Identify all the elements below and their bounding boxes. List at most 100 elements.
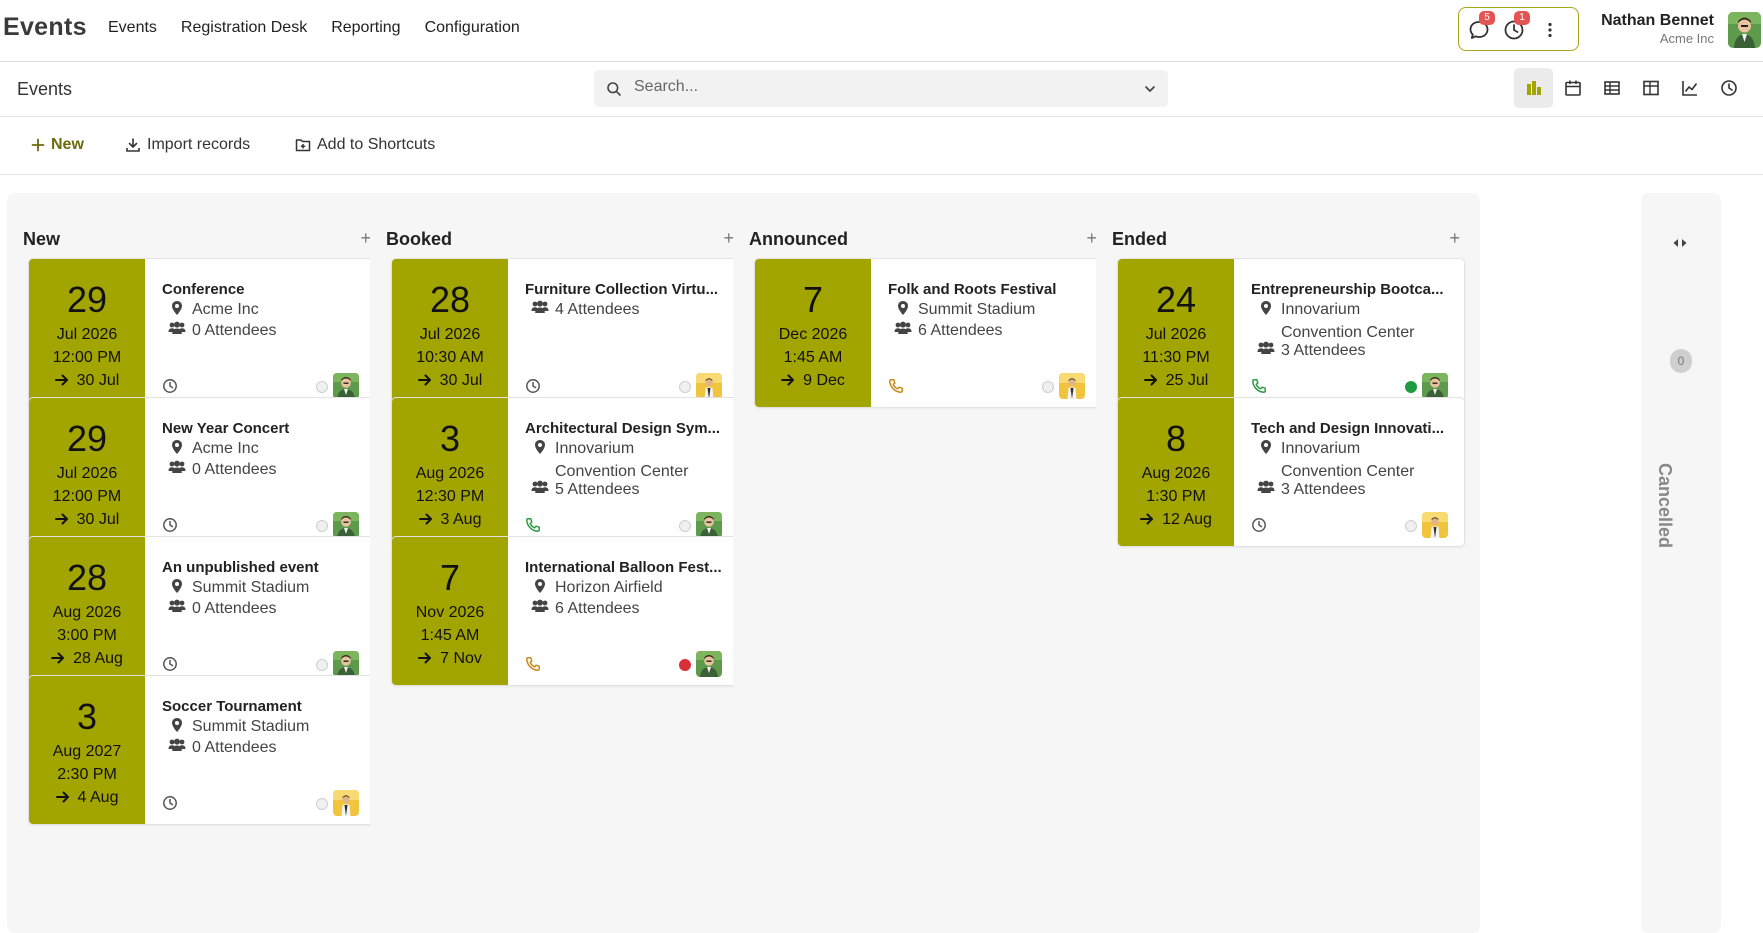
event-venue-text: Innovarium Convention Center <box>1281 437 1414 483</box>
event-end-date: 25 Jul <box>1118 372 1234 390</box>
clock-icon[interactable] <box>162 378 178 399</box>
map-pin-icon <box>525 576 555 599</box>
search-bar[interactable] <box>594 70 1168 107</box>
user-avatar[interactable] <box>1728 12 1761 48</box>
responsible-avatar[interactable] <box>696 651 722 677</box>
status-indicator[interactable] <box>316 659 328 671</box>
event-card[interactable]: 7 Nov 2026 1:45 AM 7 Nov International Ballo… <box>391 536 739 686</box>
responsible-avatar[interactable] <box>1422 512 1448 538</box>
event-title: Folk and Roots Festival <box>888 281 1057 298</box>
event-month-year: Aug 2026 <box>1141 465 1211 482</box>
arrow-right-icon <box>1140 511 1162 528</box>
column-quick-add-button[interactable]: + <box>723 228 734 248</box>
menu-item-configuration[interactable]: Configuration <box>424 19 520 36</box>
chevron-down-icon[interactable] <box>1144 84 1156 94</box>
app-title[interactable]: Events <box>3 13 87 41</box>
status-indicator[interactable] <box>316 798 328 810</box>
view-kanban-button[interactable] <box>1514 68 1553 108</box>
add-to-shortcuts-button[interactable]: Add to Shortcuts <box>295 136 435 154</box>
view-activity-button[interactable] <box>1709 68 1748 108</box>
phone-icon[interactable] <box>888 378 904 399</box>
event-venue-line: Summit Stadium <box>192 718 310 735</box>
menu-item-registration-desk[interactable]: Registration Desk <box>180 19 308 36</box>
event-time: 2:30 PM <box>57 766 117 783</box>
calendar-icon <box>1564 80 1581 96</box>
import-records-label: Import records <box>147 136 251 153</box>
activities-badge: 1 <box>1514 11 1530 25</box>
menu-item-reporting[interactable]: Reporting <box>331 19 401 36</box>
map-pin-icon <box>1251 298 1281 344</box>
folded-column-cancelled[interactable]: Cancelled 0 <box>1641 193 1721 933</box>
event-month-year: Aug 2027 <box>52 743 122 760</box>
responsible-avatar[interactable] <box>333 790 359 816</box>
responsible-avatar[interactable] <box>696 373 722 399</box>
status-indicator[interactable] <box>1405 381 1417 393</box>
event-end-date-text: 28 Aug <box>73 650 123 667</box>
responsible-avatar[interactable] <box>1422 373 1448 399</box>
view-list-button[interactable] <box>1592 68 1631 108</box>
status-indicator[interactable] <box>679 659 691 671</box>
new-button[interactable]: New <box>31 136 84 154</box>
clock-icon[interactable] <box>162 795 178 816</box>
main-menu: Events Registration Desk Reporting Confi… <box>108 19 544 37</box>
event-date-block: 7 Nov 2026 1:45 AM 7 Nov <box>392 537 508 685</box>
expand-arrows-icon[interactable] <box>1672 235 1688 253</box>
event-card[interactable]: 29 Jul 2026 12:00 PM 30 Jul Conference Acme I… <box>28 258 376 408</box>
status-indicator[interactable] <box>679 381 691 393</box>
activities-button[interactable]: 1 <box>1503 11 1530 41</box>
responsible-avatar[interactable] <box>696 512 722 538</box>
responsible-avatar[interactable] <box>1059 373 1085 399</box>
column-quick-add-button[interactable]: + <box>360 228 371 248</box>
event-card[interactable]: 3 Aug 2026 12:30 PM 3 Aug Architectural Desi… <box>391 397 739 547</box>
responsible-avatar[interactable] <box>333 373 359 399</box>
status-indicator[interactable] <box>316 520 328 532</box>
event-title: Furniture Collection Virtu... <box>525 281 719 298</box>
status-indicator[interactable] <box>316 381 328 393</box>
menu-item-events[interactable]: Events <box>108 19 157 36</box>
status-indicator[interactable] <box>1405 520 1417 532</box>
clock-icon[interactable] <box>525 378 541 399</box>
event-day: 29 <box>66 418 108 459</box>
clock-icon[interactable] <box>162 656 178 677</box>
column-title[interactable]: Ended <box>1112 229 1168 249</box>
status-indicator[interactable] <box>679 520 691 532</box>
event-card[interactable]: 24 Jul 2026 11:30 PM 25 Jul Entrepreneurship… <box>1117 258 1465 408</box>
view-calendar-button[interactable] <box>1553 68 1592 108</box>
phone-icon[interactable] <box>525 656 541 677</box>
event-attendees: 0 Attendees <box>162 319 277 342</box>
event-end-date-text: 25 Jul <box>1165 372 1209 389</box>
event-card[interactable]: 8 Aug 2026 1:30 PM 12 Aug Tech and Design In… <box>1117 397 1465 547</box>
event-end-date-text: 9 Dec <box>803 372 845 389</box>
column-title[interactable]: Announced <box>749 229 848 249</box>
search-input[interactable] <box>634 78 1114 96</box>
column-title[interactable]: Booked <box>386 229 453 249</box>
messages-button[interactable]: 5 <box>1468 11 1495 41</box>
more-options-button[interactable] <box>1539 19 1561 41</box>
event-card[interactable]: 29 Jul 2026 12:00 PM 30 Jul New Year Concert… <box>28 397 376 547</box>
column-quick-add-button[interactable]: + <box>1449 228 1460 248</box>
event-venue-line: Convention Center <box>1281 463 1415 480</box>
column-quick-add-button[interactable]: + <box>1086 228 1097 248</box>
map-pin-icon <box>888 298 918 321</box>
view-graph-button[interactable] <box>1670 68 1709 108</box>
status-indicator[interactable] <box>1042 381 1054 393</box>
phone-icon[interactable] <box>1251 378 1267 399</box>
users-icon <box>162 736 192 759</box>
responsible-avatar[interactable] <box>333 651 359 677</box>
import-records-button[interactable]: Import records <box>125 136 250 154</box>
user-name[interactable]: Nathan Bennet <box>1601 12 1714 29</box>
event-card[interactable]: 3 Aug 2027 2:30 PM 4 Aug Soccer Tournament Su… <box>28 675 376 825</box>
event-time: 11:30 PM <box>1142 349 1210 366</box>
column-title[interactable]: New <box>23 229 61 249</box>
responsible-avatar[interactable] <box>333 512 359 538</box>
event-card[interactable]: 28 Jul 2026 10:30 AM 30 Jul Furniture Collec… <box>391 258 739 408</box>
event-card[interactable]: 7 Dec 2026 1:45 AM 9 Dec Folk and Roots Fest… <box>754 258 1102 408</box>
event-month-year: Aug 2026 <box>415 465 485 482</box>
view-pivot-button[interactable] <box>1631 68 1670 108</box>
users-icon <box>888 319 918 342</box>
phone-icon[interactable] <box>525 517 541 538</box>
clock-icon <box>1720 80 1737 96</box>
clock-icon[interactable] <box>1251 517 1267 538</box>
event-card[interactable]: 28 Aug 2026 3:00 PM 28 Aug An unpublished ev… <box>28 536 376 686</box>
clock-icon[interactable] <box>162 517 178 538</box>
